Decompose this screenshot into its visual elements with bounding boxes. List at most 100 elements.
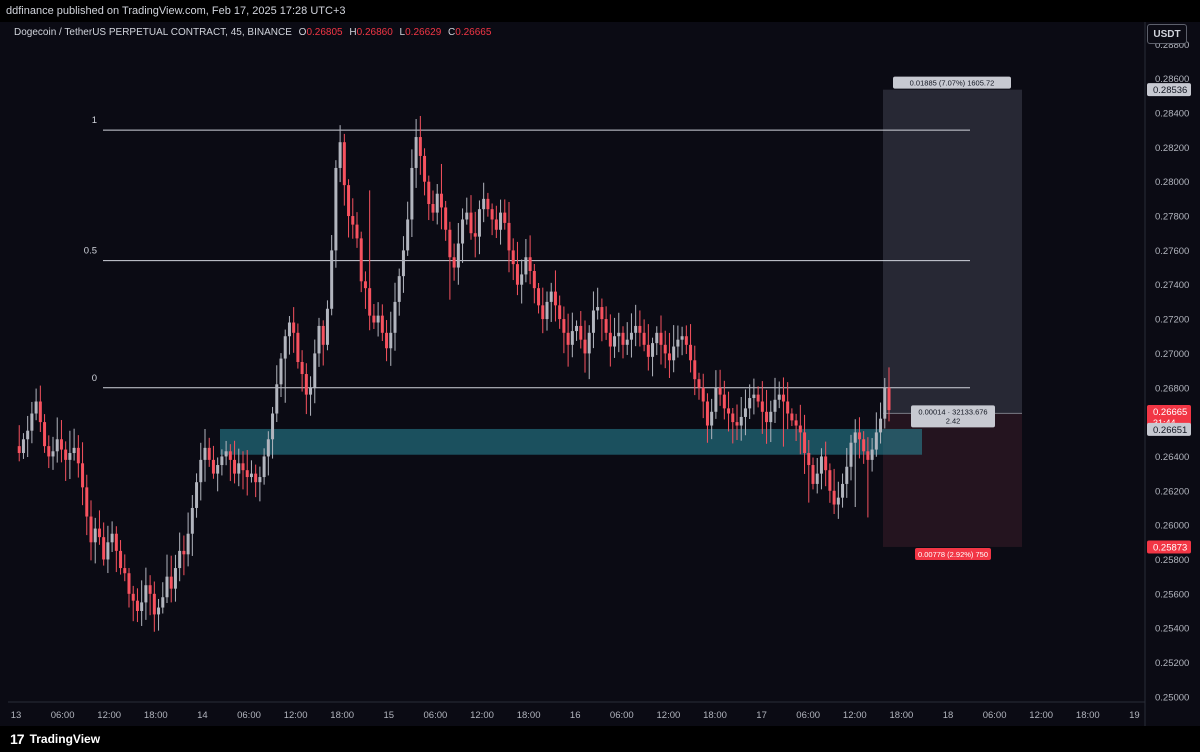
symbol-name[interactable]: Dogecoin / TetherUS PERPETUAL CONTRACT, … (14, 27, 292, 38)
candle-body (161, 597, 165, 608)
y-tick-label: 0.28600 (1155, 74, 1189, 85)
candle-body (406, 219, 410, 251)
x-tick-label: 18:00 (890, 710, 914, 721)
x-tick-label: 12:00 (843, 710, 867, 721)
candle-body (68, 453, 72, 460)
candle-body (59, 439, 63, 450)
candle-body (186, 533, 190, 555)
x-tick-label: 18:00 (330, 710, 354, 721)
candle-body (828, 470, 832, 491)
candle-body (347, 185, 351, 217)
candle-body (587, 332, 591, 354)
low-value: 0.26629 (405, 27, 442, 38)
candle-body (152, 593, 156, 615)
y-tick-label: 0.28200 (1155, 143, 1189, 154)
candle-body (283, 336, 287, 359)
candle-body (317, 325, 321, 354)
price-label-stop-bg (1147, 540, 1191, 554)
candle-body (144, 585, 148, 603)
candle-body (832, 490, 836, 505)
x-tick-label: 12:00 (470, 710, 494, 721)
candle-body (321, 325, 325, 345)
brand-name[interactable]: TradingView (29, 732, 101, 746)
candle-body (815, 473, 819, 484)
candle-body (393, 301, 397, 333)
candle-body (566, 332, 570, 345)
currency-button[interactable]: USDT (1147, 24, 1187, 44)
candle-body (190, 507, 194, 534)
x-tick-label: 18 (943, 710, 954, 721)
candle-body (765, 411, 769, 423)
candle-body (376, 315, 380, 323)
high-key: H (349, 27, 357, 38)
candle-body (271, 413, 275, 440)
y-tick-label: 0.28000 (1155, 177, 1189, 188)
x-tick-label: 12:00 (97, 710, 121, 721)
candle-body (355, 224, 359, 239)
tradingview-logo-icon[interactable]: 17 (10, 731, 25, 747)
candle-body (38, 401, 42, 423)
candle-body (123, 568, 127, 574)
candle-body (452, 257, 456, 268)
candle-body (397, 276, 401, 302)
candle-body (469, 212, 473, 234)
candle-body (883, 387, 887, 419)
candle-body (89, 516, 93, 543)
x-tick-label: 17 (756, 710, 767, 721)
candle-body (520, 274, 524, 285)
candle-body (494, 219, 498, 230)
candle-body (549, 291, 553, 302)
candle-body (165, 576, 169, 598)
price-chart[interactable]: 0.28800 0.28600 0.28400 0.28200 0.28000 0.278… (8, 22, 1192, 726)
candle-body (178, 550, 182, 569)
candle-body (710, 411, 714, 426)
x-tick-label: 06:00 (796, 710, 820, 721)
candle-body (689, 344, 693, 361)
open-value: 0.26805 (306, 27, 343, 38)
candle-body (85, 487, 89, 517)
candle-body (663, 344, 667, 354)
candle-body (300, 362, 304, 375)
candle-body (330, 250, 334, 309)
candle-body (515, 264, 519, 285)
y-tick-label: 0.27600 (1155, 246, 1189, 257)
candle-body (596, 307, 600, 311)
candle-body (739, 416, 743, 426)
candle-body (363, 281, 367, 289)
y-tick-label: 0.25000 (1155, 692, 1189, 703)
candle-body (629, 332, 633, 340)
fib-level-label: 0 (92, 373, 97, 384)
candle-body (241, 463, 245, 471)
candle-body (102, 537, 106, 560)
x-tick-label: 19 (1129, 710, 1140, 721)
candle-body (55, 439, 59, 452)
candle-body (562, 319, 566, 333)
chart-area[interactable]: 0.28800 0.28600 0.28400 0.28200 0.28000 0.278… (8, 22, 1192, 726)
candle-body (490, 209, 494, 220)
y-tick-label: 0.26000 (1155, 521, 1189, 532)
candle-body (583, 339, 587, 354)
candle-body (697, 379, 701, 388)
candle-body (338, 142, 342, 168)
candle-body (701, 387, 705, 402)
candle-body (72, 447, 76, 454)
y-tick-label: 0.25600 (1155, 589, 1189, 600)
candle-body (638, 325, 642, 333)
candle-body (553, 291, 557, 306)
candle-body (287, 322, 291, 337)
candle-body (684, 336, 688, 345)
candle-body (220, 456, 224, 466)
candle-body (874, 432, 878, 450)
candle-body (532, 270, 536, 289)
x-tick-label: 16 (570, 710, 581, 721)
candle-body (296, 332, 300, 362)
candle-body (473, 233, 477, 237)
candle-body (482, 198, 486, 210)
price-label-entry-bg (1147, 422, 1191, 436)
candle-body (718, 387, 722, 395)
stop-label-bg (915, 547, 991, 560)
candle-body (798, 425, 802, 433)
x-tick-label: 14 (197, 710, 208, 721)
x-tick-label: 15 (384, 710, 395, 721)
candle-body (93, 528, 97, 543)
